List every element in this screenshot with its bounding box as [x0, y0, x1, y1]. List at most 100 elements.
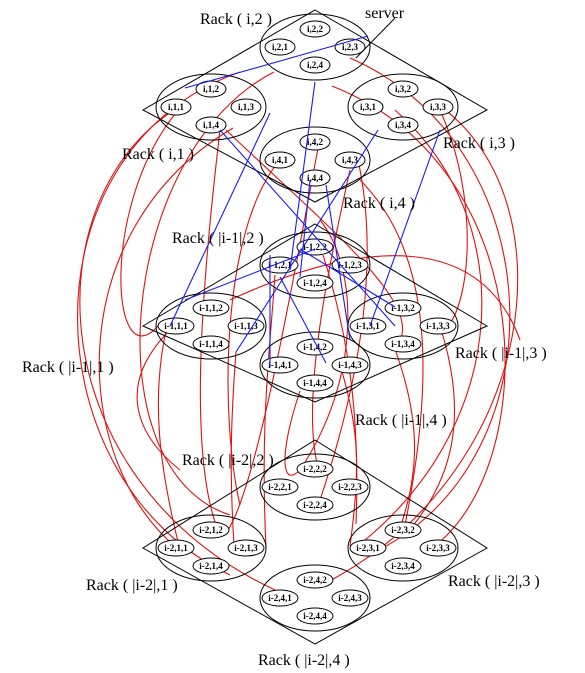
server-node-outline — [299, 169, 331, 187]
server-node: i-1,3,2 — [384, 299, 422, 317]
server-node-label: i,2,4 — [307, 60, 324, 70]
server-node-label: i,2,2 — [307, 24, 324, 34]
server-node: i,1,4 — [195, 116, 227, 134]
server-node-outline — [195, 116, 227, 134]
server-node: i,2,2 — [299, 20, 331, 38]
link — [331, 85, 506, 549]
link — [235, 129, 379, 353]
server-node: i-2,2,4 — [296, 496, 334, 514]
server-node-outline — [192, 335, 230, 353]
rack-m1-r2: i-1,2,1 i-1,2,2 i-1,2,3 i-1,2,4 — [259, 231, 371, 299]
server-node-label: i-1,1,4 — [199, 339, 223, 349]
server-node: i-2,3,4 — [384, 557, 422, 575]
server-node-outline — [160, 98, 192, 116]
link — [157, 325, 181, 551]
server-node-label: i-1,2,1 — [268, 260, 292, 270]
server-node-label: i-2,2,3 — [338, 482, 362, 492]
server-node-outline — [261, 589, 299, 607]
link — [279, 276, 327, 364]
link — [284, 390, 301, 476]
rack-outline — [259, 13, 371, 81]
server-node: i,3,3 — [422, 98, 454, 116]
server-node: i,4,1 — [264, 151, 296, 169]
server-node-outline — [264, 151, 296, 169]
server-node: i,4,2 — [299, 133, 331, 151]
rack-m2-r2: i-2,2,1 i-2,2,2 i-2,2,3 i-2,2,4 — [259, 453, 371, 521]
server-node: i-1,1,3 — [227, 317, 265, 335]
server-node: i-1,1,1 — [157, 317, 195, 335]
server-node-label: i-1,3,1 — [356, 321, 380, 331]
server-node: i,2,1 — [264, 38, 296, 56]
server-node-outline — [296, 374, 334, 392]
server-node: i-2,1,1 — [157, 539, 195, 557]
server-node-label: i-1,4,3 — [338, 360, 362, 370]
rack-m1-r4: i-1,4,1 i-1,4,2 i-1,4,3 i-1,4,4 — [259, 331, 371, 399]
server-node-label: i-1,1,1 — [164, 321, 188, 331]
rack-m2-r4: i-2,4,1 i-2,4,2 i-2,4,3 i-2,4,4 — [259, 564, 371, 632]
server-node-label: i,1,2 — [203, 84, 220, 94]
server-node-outline — [296, 460, 334, 478]
link — [98, 127, 234, 549]
server-node-label: i,3,2 — [395, 84, 412, 94]
server-node-outline — [296, 274, 334, 292]
server-node: i-1,3,3 — [419, 317, 457, 335]
server-node-outline — [422, 98, 454, 116]
rack-m1-r1: i-1,1,1 i-1,1,2 i-1,1,3 i-1,1,4 — [155, 292, 267, 360]
server-node: i-2,4,2 — [296, 571, 334, 589]
rack-outline — [347, 514, 459, 582]
link — [184, 248, 316, 301]
rack-label-i-minus-1-3: Rack ( |i-1|,3 ) — [455, 345, 547, 362]
server-node-label: i-2,3,4 — [391, 561, 415, 571]
server-node-label: i-2,1,3 — [234, 543, 258, 553]
server-node: i-2,2,2 — [296, 460, 334, 478]
server-node-label: i-1,1,3 — [234, 321, 258, 331]
server-node-label: i-1,2,4 — [303, 278, 327, 288]
link — [230, 351, 237, 546]
server-node-label: i,3,1 — [360, 102, 377, 112]
server-pointer — [355, 17, 396, 59]
server-node-outline — [261, 478, 299, 496]
rack-outline — [259, 453, 371, 521]
rack-label-i-4: Rack ( i,4 ) — [343, 195, 415, 212]
rack-label-i-minus-1-4: Rack ( |i-1|,4 ) — [355, 412, 447, 429]
server-node-label: i,3,3 — [430, 102, 447, 112]
server-node-label: i-1,3,2 — [391, 303, 415, 313]
link — [263, 274, 276, 549]
link — [79, 107, 276, 591]
server-node-outline — [296, 496, 334, 514]
link — [120, 107, 181, 337]
server-node-outline — [157, 539, 195, 557]
server-node: i-1,2,3 — [331, 256, 369, 274]
server-node-label: i-1,4,1 — [268, 360, 292, 370]
server-node: i-2,4,3 — [331, 589, 369, 607]
server-node: i-1,2,1 — [261, 256, 299, 274]
server-node: i-1,2,4 — [296, 274, 334, 292]
server-node-outline — [384, 335, 422, 353]
server-node-label: i-2,1,4 — [199, 561, 223, 571]
link — [395, 351, 416, 529]
server-node-label: i-2,2,2 — [303, 464, 327, 474]
link — [369, 129, 441, 327]
server-node: i-1,4,4 — [296, 374, 334, 392]
server-node-label: i-1,1,2 — [199, 303, 223, 313]
server-node: i-1,1,4 — [192, 335, 230, 353]
server-node-label: i-2,4,1 — [268, 593, 292, 603]
server-node-outline — [387, 116, 419, 134]
link — [77, 71, 241, 576]
server-node-label: i-1,4,2 — [303, 342, 327, 352]
server-node: i-2,3,2 — [384, 521, 422, 539]
server-node-label: i,4,2 — [307, 137, 324, 147]
server-node: i-2,4,1 — [261, 589, 299, 607]
server-node-label: i,1,1 — [168, 102, 185, 112]
link — [299, 248, 396, 308]
server-node: i,4,4 — [299, 169, 331, 187]
link — [136, 329, 181, 471]
server-node-outline — [331, 478, 369, 496]
server-node-outline — [192, 557, 230, 575]
link — [199, 129, 221, 526]
server-node-label: i,4,3 — [342, 155, 359, 165]
server-node-outline — [296, 571, 334, 589]
rack-label-i-2: Rack ( i,2 ) — [200, 11, 272, 28]
rack-label-i-1: Rack ( i,1 ) — [122, 146, 194, 163]
